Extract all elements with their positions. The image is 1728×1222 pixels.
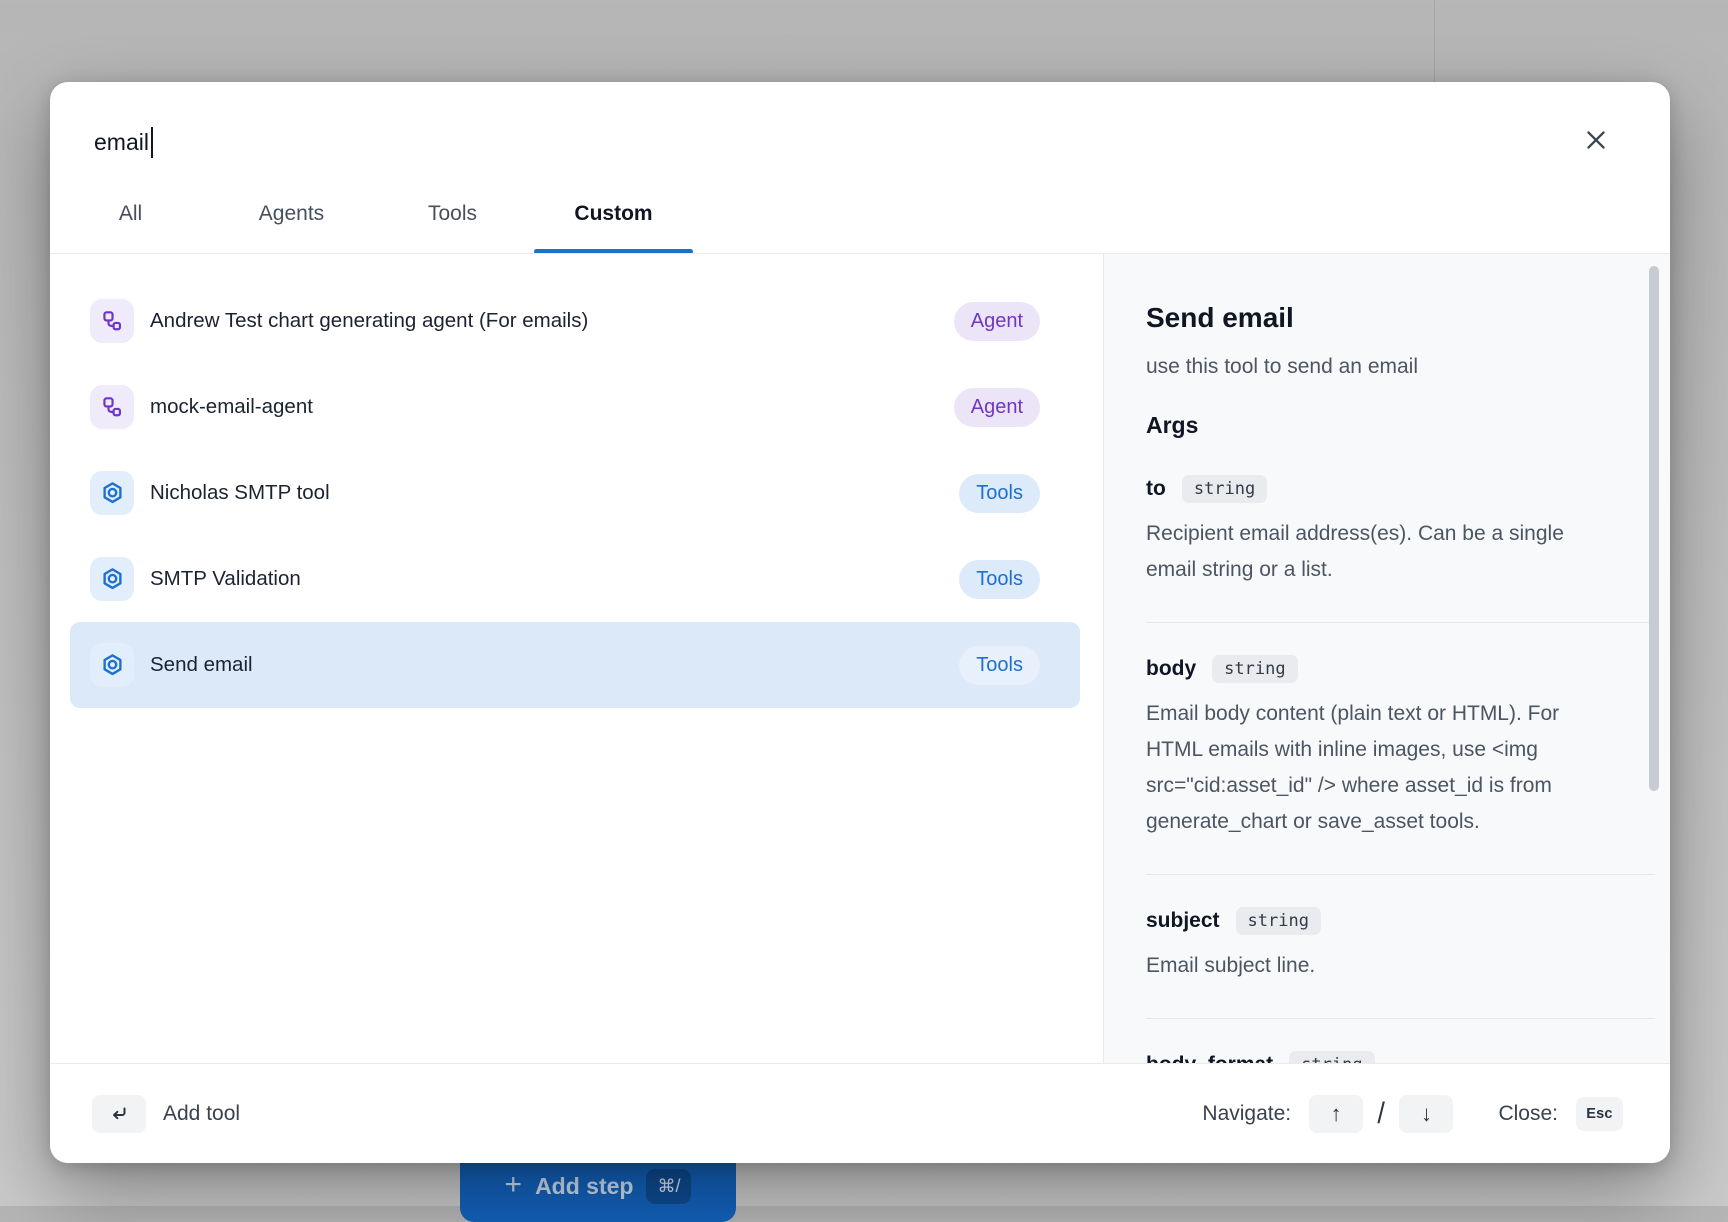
arg-type-chip: string bbox=[1235, 907, 1321, 935]
add-tool-hint-label: Add tool bbox=[163, 1101, 241, 1125]
tab-label: Custom bbox=[574, 202, 653, 225]
arg-block: subject string Email subject line. bbox=[1146, 874, 1655, 1018]
enter-return-icon bbox=[113, 1107, 126, 1119]
arrow-down-keycap: ↓ bbox=[1399, 1094, 1454, 1133]
result-name: Andrew Test chart generating agent (For … bbox=[150, 309, 589, 332]
result-name: mock-email-agent bbox=[150, 395, 313, 418]
tab-label: Agents bbox=[258, 202, 325, 225]
tool-hexagon-icon bbox=[102, 653, 122, 675]
detail-title: Send email bbox=[1146, 302, 1294, 333]
tab-label: Tools bbox=[427, 202, 478, 225]
plus-icon: + bbox=[504, 1167, 523, 1201]
close-icon bbox=[1587, 131, 1605, 149]
result-row[interactable]: Nicholas SMTP tool Tools bbox=[70, 450, 1080, 536]
tab-bar: All Agents Tools Custom bbox=[50, 174, 694, 254]
arg-type-chip: string bbox=[1181, 475, 1268, 503]
type-badge: Agent bbox=[953, 301, 1040, 341]
result-type-icon-box bbox=[90, 471, 134, 515]
arg-type-chip: string bbox=[1289, 1051, 1375, 1063]
result-row[interactable]: SMTP Validation Tools bbox=[70, 536, 1080, 622]
type-badge: Tools bbox=[959, 645, 1040, 685]
close-button[interactable] bbox=[1580, 124, 1612, 156]
tab[interactable]: Custom bbox=[533, 174, 694, 254]
arrow-down-icon: ↓ bbox=[1420, 1100, 1432, 1126]
arrow-up-keycap: ↑ bbox=[1309, 1094, 1364, 1133]
add-step-label: Add step bbox=[535, 1172, 634, 1199]
navigate-label: Navigate: bbox=[1202, 1101, 1292, 1125]
arg-description: Recipient email address(es). Can be a si… bbox=[1146, 522, 1564, 581]
result-type-icon-box bbox=[90, 643, 134, 687]
result-type-icon-box bbox=[90, 385, 134, 429]
tool-picker-dialog: email All Agents Tools Custom bbox=[50, 82, 1670, 1163]
tab[interactable]: All bbox=[50, 174, 211, 254]
arg-name: body_format bbox=[1146, 1053, 1273, 1063]
results-list: Andrew Test chart generating agent (For … bbox=[50, 254, 1103, 1063]
result-type-icon-box bbox=[90, 299, 134, 343]
result-name: SMTP Validation bbox=[150, 567, 301, 590]
args-heading: Args bbox=[1146, 412, 1199, 438]
enter-keycap bbox=[92, 1094, 146, 1133]
agent-workflow-icon bbox=[103, 397, 121, 417]
arg-block: body string Email body content (plain te… bbox=[1146, 622, 1655, 874]
tab[interactable]: Agents bbox=[211, 174, 372, 254]
arg-name: body bbox=[1146, 657, 1197, 680]
tool-hexagon-icon bbox=[102, 567, 122, 589]
arg-description: Email body content (plain text or HTML).… bbox=[1146, 702, 1560, 833]
arg-block: body_format string bbox=[1146, 1018, 1655, 1063]
result-name: Send email bbox=[150, 653, 253, 676]
args-list: to string Recipient email address(es). C… bbox=[1146, 443, 1655, 1063]
tabbar-divider bbox=[50, 253, 1670, 254]
search-input[interactable]: email bbox=[94, 122, 1560, 162]
result-name: Nicholas SMTP tool bbox=[150, 481, 330, 504]
slash-separator: / bbox=[1377, 1096, 1386, 1130]
tab[interactable]: Tools bbox=[372, 174, 533, 254]
arrow-up-icon: ↑ bbox=[1330, 1100, 1342, 1126]
dialog-footer: Add tool Navigate: ↑ / ↓ Close: Esc bbox=[50, 1063, 1670, 1163]
detail-description: use this tool to send an email bbox=[1146, 355, 1418, 378]
arg-name: subject bbox=[1146, 909, 1220, 932]
search-input-value: email bbox=[94, 128, 149, 155]
arg-head: body_format string bbox=[1146, 1051, 1616, 1063]
background-panel-seam bbox=[1434, 0, 1435, 82]
arg-block: to string Recipient email address(es). C… bbox=[1146, 443, 1655, 622]
esc-keycap: Esc bbox=[1576, 1096, 1623, 1131]
type-badge: Tools bbox=[959, 473, 1040, 513]
type-badge: Tools bbox=[959, 559, 1040, 599]
tool-hexagon-icon bbox=[102, 481, 122, 503]
arg-type-chip: string bbox=[1212, 655, 1298, 683]
tool-detail-panel: Send email use this tool to send an emai… bbox=[1103, 254, 1670, 1063]
result-row[interactable]: mock-email-agent Agent bbox=[70, 364, 1080, 450]
arg-name: to bbox=[1146, 477, 1166, 500]
text-caret bbox=[150, 126, 153, 158]
result-row[interactable]: Andrew Test chart generating agent (For … bbox=[70, 278, 1080, 364]
arg-head: subject string bbox=[1146, 907, 1616, 935]
add-step-shortcut-key: ⌘/ bbox=[646, 1168, 692, 1204]
arg-head: body string bbox=[1146, 655, 1616, 683]
arg-description: Email subject line. bbox=[1146, 954, 1316, 977]
result-type-icon-box bbox=[90, 557, 134, 601]
agent-workflow-icon bbox=[103, 311, 121, 331]
panel-scrollbar-thumb[interactable] bbox=[1649, 266, 1659, 791]
close-hint-label: Close: bbox=[1498, 1101, 1558, 1125]
result-row[interactable]: Send email Tools bbox=[70, 622, 1080, 708]
footer-shortcut-hints: Navigate: ↑ / ↓ Close: Esc bbox=[1202, 1094, 1623, 1133]
type-badge: Agent bbox=[953, 387, 1040, 427]
arg-head: to string bbox=[1146, 475, 1616, 503]
tab-label: All bbox=[118, 202, 143, 225]
